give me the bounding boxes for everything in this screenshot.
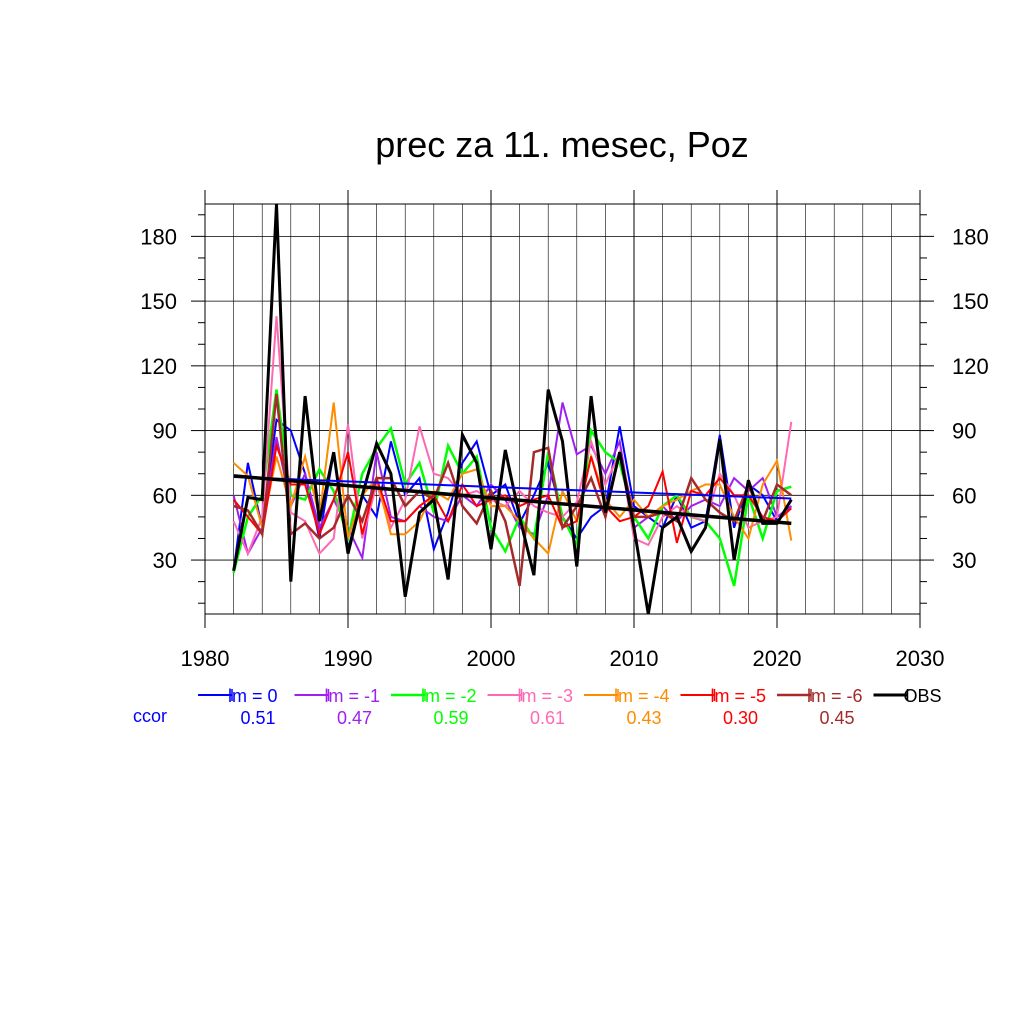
legend-label-6: lm = -6 xyxy=(807,686,863,706)
y-tick-label-right: 120 xyxy=(952,354,989,379)
chart-title: prec za 11. mesec, Poz xyxy=(375,124,749,165)
y-tick-label-left: 120 xyxy=(140,354,177,379)
legend-label-5: lm = -5 xyxy=(711,686,767,706)
y-tick-label-left: 150 xyxy=(140,289,177,314)
x-tick-label: 2000 xyxy=(467,646,516,671)
legend-label-7: OBS xyxy=(904,686,942,706)
series-lines xyxy=(232,203,793,615)
y-tick-label-right: 150 xyxy=(952,289,989,314)
plot-frame xyxy=(204,203,921,615)
ccor-label: ccor xyxy=(133,706,167,726)
y-tick-label-left: 90 xyxy=(153,419,177,444)
series-line-7 xyxy=(232,203,793,615)
legend: ccor lm = 00.51 lm = -10.47 lm = -20.59 lm =… xyxy=(133,686,942,728)
ccor-value-3: 0.61 xyxy=(530,708,565,728)
y-tick-label-left: 180 xyxy=(140,224,177,249)
ccor-value-5: 0.30 xyxy=(723,708,758,728)
legend-label-4: lm = -4 xyxy=(614,686,670,706)
series-line-6 xyxy=(233,393,793,587)
axis-tick-labels: 1980 1990 2000 2010 2020 2030 30 30 60 60 90 90 120 1… xyxy=(140,224,988,671)
y-tick-label-left: 30 xyxy=(153,548,177,573)
legend-label-0: lm = 0 xyxy=(228,686,278,706)
grid xyxy=(205,204,920,614)
x-tick-label: 1980 xyxy=(181,646,230,671)
ccor-value-6: 0.45 xyxy=(819,708,854,728)
ccor-value-4: 0.43 xyxy=(626,708,661,728)
series-line-0 xyxy=(232,417,793,571)
y-tick-label-right: 30 xyxy=(952,548,976,573)
x-tick-label: 2030 xyxy=(896,646,945,671)
y-tick-label-left: 60 xyxy=(153,483,177,508)
ccor-value-1: 0.47 xyxy=(337,708,372,728)
x-tick-label: 2010 xyxy=(610,646,659,671)
legend-label-2: lm = -2 xyxy=(421,686,477,706)
x-tick-label: 1990 xyxy=(324,646,373,671)
x-tick-label: 2020 xyxy=(753,646,802,671)
trend-line-0 xyxy=(233,475,792,500)
legend-label-3: lm = -3 xyxy=(518,686,574,706)
ccor-value-2: 0.59 xyxy=(433,708,468,728)
y-tick-label-right: 180 xyxy=(952,224,989,249)
trend-line-7 xyxy=(233,474,792,526)
ccor-value-0: 0.51 xyxy=(240,708,275,728)
y-tick-label-right: 60 xyxy=(952,483,976,508)
legend-label-1: lm = -1 xyxy=(325,686,381,706)
y-tick-label-right: 90 xyxy=(952,419,976,444)
axis-ticks xyxy=(191,190,934,628)
trend-lines xyxy=(233,474,792,526)
